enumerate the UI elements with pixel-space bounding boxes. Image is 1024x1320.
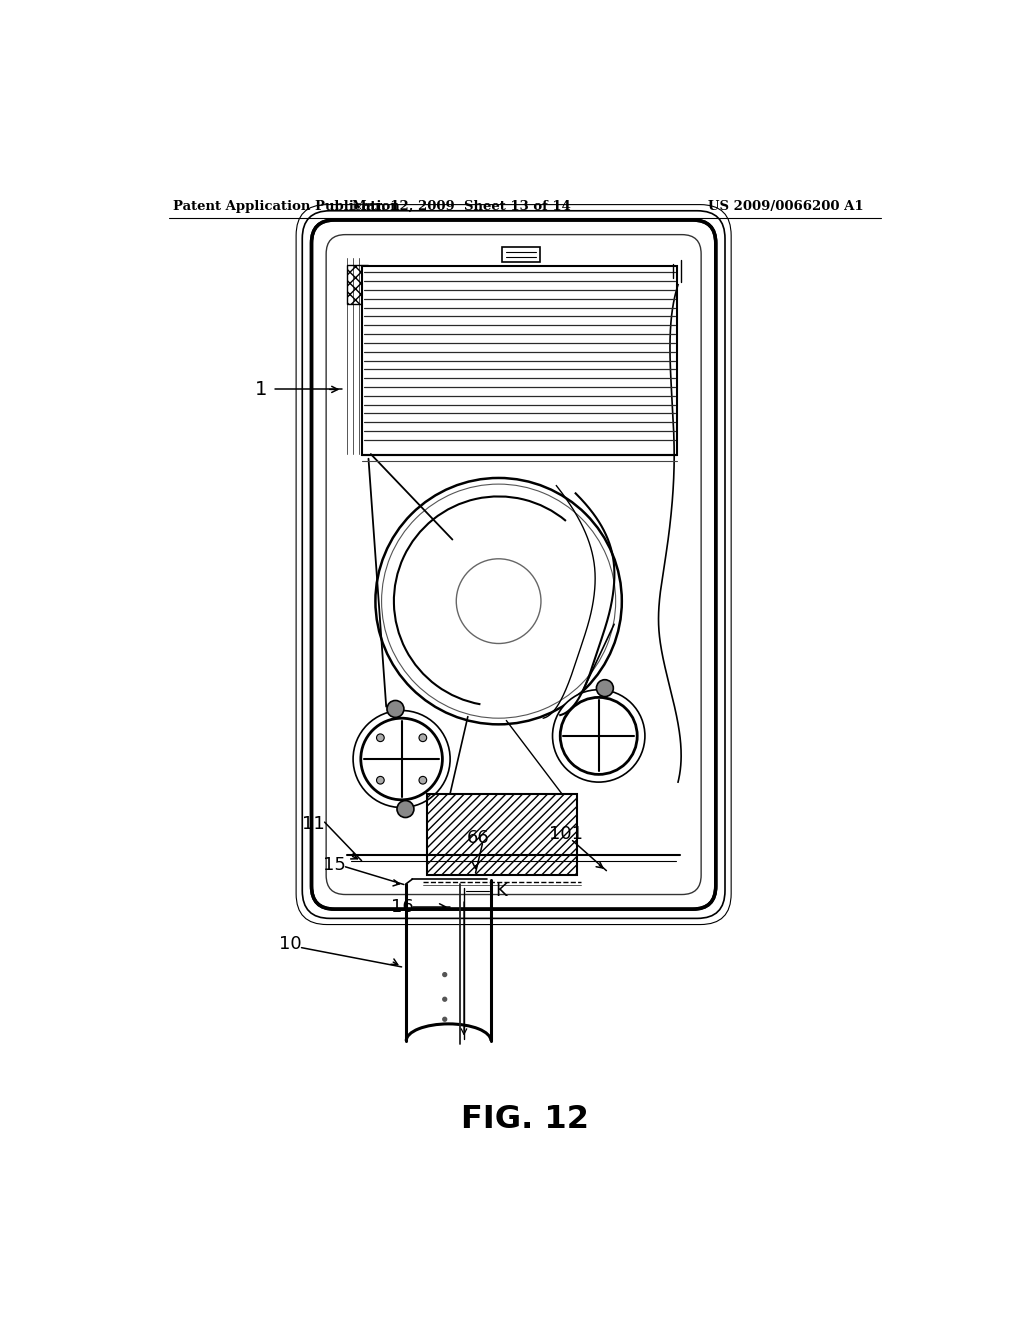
Circle shape [442,973,446,977]
Circle shape [360,718,442,800]
Circle shape [419,776,427,784]
Text: US 2009/0066200 A1: US 2009/0066200 A1 [708,199,863,213]
Text: 1: 1 [255,380,267,399]
Circle shape [553,689,645,781]
Text: 66: 66 [467,829,489,846]
Circle shape [397,800,414,817]
Bar [361,267,677,455]
Circle shape [377,776,384,784]
Text: K: K [495,883,507,900]
Circle shape [442,998,446,1001]
Circle shape [387,701,403,718]
FancyBboxPatch shape [326,235,701,895]
Circle shape [353,710,451,808]
Bar [427,793,578,874]
Bar [347,265,369,304]
Circle shape [419,734,427,742]
Circle shape [560,697,637,775]
Text: 10: 10 [280,935,302,953]
Text: Mar. 12, 2009  Sheet 13 of 14: Mar. 12, 2009 Sheet 13 of 14 [352,199,571,213]
Circle shape [442,1018,446,1022]
Text: Patent Application Publication: Patent Application Publication [173,199,399,213]
Bar [502,247,541,263]
Text: 101: 101 [550,825,584,843]
Text: 11: 11 [302,816,326,833]
Circle shape [596,680,613,697]
Circle shape [377,734,384,742]
FancyBboxPatch shape [311,220,716,909]
Circle shape [457,558,541,644]
Text: 16: 16 [391,898,414,916]
Text: 15: 15 [324,857,346,874]
Text: FIG. 12: FIG. 12 [461,1104,589,1135]
Circle shape [376,478,622,725]
